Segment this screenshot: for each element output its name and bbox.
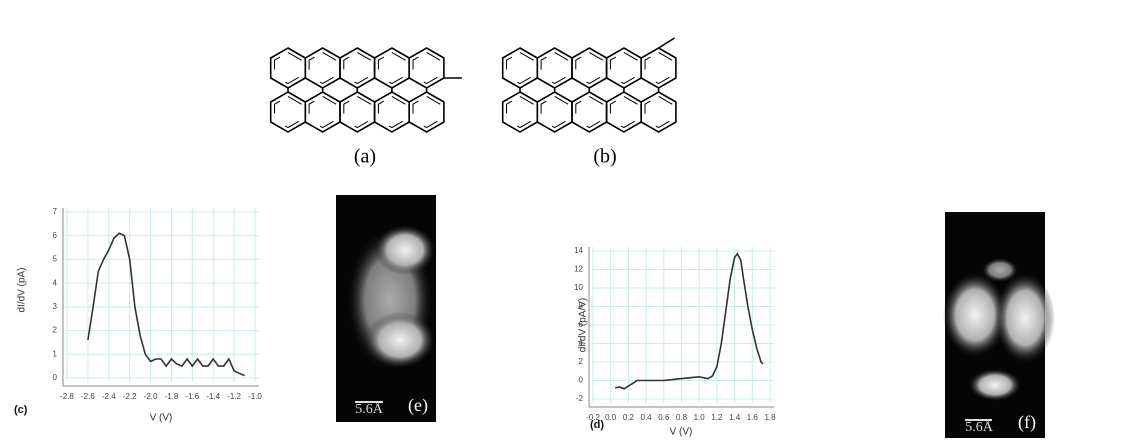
y-tick-label: 0: [579, 376, 584, 385]
y-tick-label: 0: [53, 373, 58, 382]
panel-label: (e): [408, 395, 428, 416]
x-tick-label: 0.6: [658, 413, 670, 422]
stm-image: 5.6Å (e): [336, 195, 436, 422]
x-tick-label: -1.8: [165, 392, 179, 401]
x-tick-label: 1.0: [694, 413, 706, 422]
ring: [572, 92, 607, 132]
y-axis-label: dI/dV (pA/V): [578, 298, 589, 352]
scale-bar-label: 5.6Å: [355, 401, 384, 417]
ring: [271, 48, 306, 88]
ring-inner: [576, 96, 603, 127]
y-tick-label: 4: [53, 278, 58, 287]
molecule-structures: [271, 38, 676, 132]
x-tick-label: 1.8: [764, 413, 776, 422]
x-tick-label: 0.2: [623, 413, 635, 422]
ring-inner: [275, 96, 302, 127]
panel-label: (b): [593, 146, 616, 168]
x-tick-label: 0.8: [676, 413, 688, 422]
ring: [641, 48, 676, 88]
x-tick-label: 1.4: [729, 413, 741, 422]
x-tick-label: -1.0: [248, 392, 262, 401]
x-tick-label: -2.2: [123, 392, 137, 401]
ring-inner: [610, 96, 637, 127]
x-tick-label: -2.6: [81, 392, 95, 401]
ring-inner: [344, 52, 371, 83]
ring-inner: [541, 52, 568, 83]
panel-label: (f): [1018, 412, 1036, 433]
ring: [375, 48, 410, 88]
ring: [537, 92, 572, 132]
stm-image: 5.6Å (f): [943, 212, 1055, 438]
x-tick-label: -1.2: [227, 392, 241, 401]
ring: [340, 92, 375, 132]
methyl-bond: [659, 38, 675, 48]
x-tick-label: 0.4: [641, 413, 653, 422]
ring-inner: [610, 52, 637, 83]
ring-inner: [645, 52, 672, 83]
panel-label: (a): [354, 146, 376, 168]
panel-label: (d): [590, 419, 604, 431]
ring-inner: [275, 52, 302, 83]
y-tick-label: 2: [53, 326, 58, 335]
ring-inner: [378, 52, 405, 83]
x-tick-label: 1.6: [747, 413, 759, 422]
x-tick-label: -2.4: [102, 392, 116, 401]
ring-inner: [507, 52, 534, 83]
ring-inner: [541, 96, 568, 127]
ring: [503, 92, 538, 132]
x-tick-label: -1.4: [206, 392, 220, 401]
figure: (a) (b) 5.6Å (e) 5.6Å (f) -2.8-2.6-2.4-2…: [0, 0, 1125, 438]
ring: [375, 92, 410, 132]
y-tick-label: 6: [53, 231, 58, 240]
y-tick-label: 7: [53, 207, 58, 216]
ring-inner: [309, 96, 336, 127]
x-tick-label: -2.0: [144, 392, 158, 401]
x-tick-label: 0.0: [605, 413, 617, 422]
ring-inner: [645, 96, 672, 127]
y-tick-label: 1: [53, 349, 58, 358]
x-axis-label: V (V): [670, 427, 693, 438]
ring: [271, 92, 306, 132]
x-tick-label: -2.8: [60, 392, 74, 401]
ring: [409, 92, 444, 132]
ring-inner: [309, 52, 336, 83]
ring-inner: [576, 52, 603, 83]
x-tick-label: -1.6: [185, 392, 199, 401]
chart: -2.8 -2.6 -2.4 -2.2 -2.0 -1.8 -1.6 -1.4 -1.2 -1.0…: [14, 207, 262, 424]
line-series: [615, 254, 763, 389]
y-tick-label: 3: [53, 302, 58, 311]
ring: [607, 48, 642, 88]
ring: [305, 48, 340, 88]
ring: [572, 48, 607, 88]
x-tick-label: 1.2: [711, 413, 723, 422]
y-tick-label: -2: [576, 394, 584, 403]
ring-inner: [378, 96, 405, 127]
scale-bar-label: 5.6Å: [965, 419, 994, 435]
y-tick-label: 10: [574, 283, 583, 292]
panel-label: (c): [14, 404, 28, 416]
y-axis-label: dI/dV (pA): [17, 267, 28, 312]
y-tick-label: 2: [579, 357, 584, 366]
ring-inner: [413, 52, 440, 83]
ring: [305, 92, 340, 132]
y-tick-label: 12: [574, 265, 583, 274]
ring-inner: [344, 96, 371, 127]
ring-inner: [413, 96, 440, 127]
ring: [340, 48, 375, 88]
y-tick-label: 5: [53, 255, 58, 264]
ring: [641, 92, 676, 132]
y-tick-label: 14: [574, 246, 583, 255]
x-axis-label: V (V): [150, 413, 173, 424]
ring: [409, 48, 444, 88]
ring-inner: [507, 96, 534, 127]
ring: [537, 48, 572, 88]
ring: [607, 92, 642, 132]
ring: [503, 48, 538, 88]
